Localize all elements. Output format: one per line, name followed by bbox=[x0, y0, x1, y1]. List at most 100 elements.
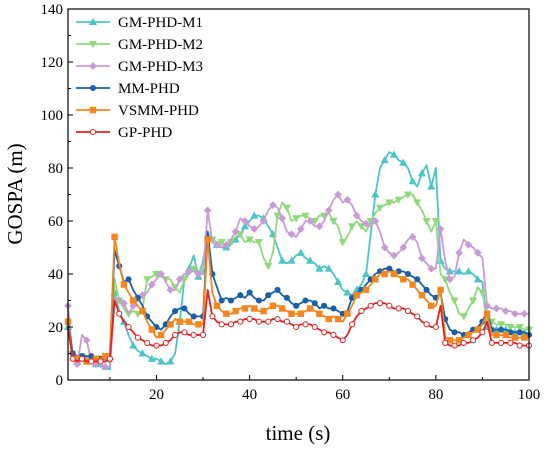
legend-item: MM-PHD bbox=[76, 81, 180, 97]
data-point bbox=[296, 248, 305, 256]
data-point bbox=[246, 289, 253, 296]
series-gm-phd-m3 bbox=[64, 190, 529, 371]
series-gm-phd-m2 bbox=[67, 191, 534, 366]
data-point bbox=[403, 191, 412, 199]
axis-ticks: 20 40 60 80 100 0 20 40 60 80 100 120 140 bbox=[41, 2, 541, 403]
data-point bbox=[502, 331, 509, 339]
data-point bbox=[268, 201, 277, 210]
data-point bbox=[240, 222, 249, 230]
data-point bbox=[138, 291, 147, 300]
data-point bbox=[427, 302, 435, 310]
data-point bbox=[283, 294, 290, 301]
data-point bbox=[343, 288, 352, 296]
data-point bbox=[139, 307, 146, 315]
data-point bbox=[352, 211, 361, 220]
data-point bbox=[97, 358, 104, 365]
data-point bbox=[292, 215, 301, 223]
data-point bbox=[287, 256, 296, 264]
data-point bbox=[232, 307, 239, 315]
data-point bbox=[329, 217, 338, 226]
data-point bbox=[455, 267, 464, 275]
data-point bbox=[172, 308, 179, 315]
data-point bbox=[296, 225, 305, 233]
data-point bbox=[427, 264, 436, 273]
data-point bbox=[273, 212, 282, 220]
data-point bbox=[446, 337, 454, 344]
data-point bbox=[185, 267, 193, 276]
data-point bbox=[288, 310, 295, 317]
data-point bbox=[301, 212, 310, 220]
data-point bbox=[483, 301, 491, 310]
data-point bbox=[498, 339, 505, 346]
data-point bbox=[394, 196, 403, 205]
legend-marker bbox=[88, 40, 98, 49]
data-point bbox=[185, 318, 193, 325]
x-tick-label: 20 bbox=[149, 387, 164, 403]
legend: GM-PHD-M1 GM-PHD-M2 GM-PHD-M3 MM-PHD VSMM-PH… bbox=[76, 15, 203, 141]
data-point bbox=[431, 217, 440, 226]
data-point bbox=[147, 354, 156, 362]
data-point bbox=[334, 315, 342, 323]
data-point bbox=[260, 307, 267, 315]
data-point bbox=[372, 276, 379, 283]
series-gm-phd-m1 bbox=[63, 150, 530, 371]
data-point bbox=[227, 297, 235, 304]
data-point bbox=[101, 362, 110, 371]
data-point bbox=[451, 342, 458, 349]
data-point bbox=[195, 321, 202, 328]
legend-item: VSMM-PHD bbox=[76, 103, 199, 119]
data-point bbox=[175, 275, 184, 284]
data-point bbox=[181, 305, 188, 312]
data-point bbox=[143, 276, 152, 284]
data-point bbox=[190, 313, 197, 320]
data-point bbox=[362, 219, 370, 228]
data-point bbox=[282, 204, 291, 212]
data-point bbox=[241, 305, 249, 312]
data-point bbox=[129, 341, 138, 349]
data-point bbox=[371, 217, 380, 225]
data-point bbox=[376, 300, 384, 307]
data-point bbox=[507, 339, 514, 346]
data-point bbox=[88, 358, 95, 365]
data-point bbox=[106, 355, 113, 362]
data-point bbox=[437, 286, 444, 294]
legend-marker bbox=[89, 84, 97, 92]
y-tick-label: 140 bbox=[41, 2, 64, 18]
data-point bbox=[311, 300, 318, 307]
data-point bbox=[516, 342, 523, 349]
data-point bbox=[325, 315, 332, 323]
data-point bbox=[483, 310, 491, 317]
legend-item: GM-PHD-M1 bbox=[76, 15, 203, 31]
data-point bbox=[381, 270, 388, 278]
data-point bbox=[520, 309, 529, 318]
data-point bbox=[338, 239, 347, 247]
data-point bbox=[82, 336, 91, 345]
data-point bbox=[330, 331, 337, 339]
series-vsmm-phd bbox=[64, 233, 529, 365]
data-point bbox=[222, 240, 231, 249]
data-point bbox=[511, 309, 519, 318]
data-point bbox=[501, 307, 510, 316]
y-tick-label: 100 bbox=[41, 108, 64, 124]
legend-label: VSMM-PHD bbox=[118, 103, 199, 119]
data-point bbox=[422, 217, 431, 226]
data-point bbox=[278, 256, 287, 264]
data-point bbox=[418, 291, 426, 299]
data-point bbox=[316, 310, 323, 317]
data-point bbox=[367, 302, 374, 309]
data-point bbox=[125, 323, 132, 331]
data-point bbox=[464, 267, 473, 275]
data-point bbox=[153, 342, 160, 349]
data-point bbox=[417, 169, 426, 177]
legend-label: GM-PHD-M2 bbox=[118, 37, 203, 53]
data-point bbox=[324, 206, 333, 215]
data-point bbox=[375, 204, 385, 212]
data-point bbox=[423, 321, 430, 328]
data-point bbox=[297, 310, 305, 317]
data-point bbox=[409, 281, 416, 288]
data-point bbox=[455, 248, 464, 257]
data-point bbox=[287, 230, 296, 239]
data-point bbox=[278, 305, 286, 312]
data-point bbox=[459, 313, 468, 321]
